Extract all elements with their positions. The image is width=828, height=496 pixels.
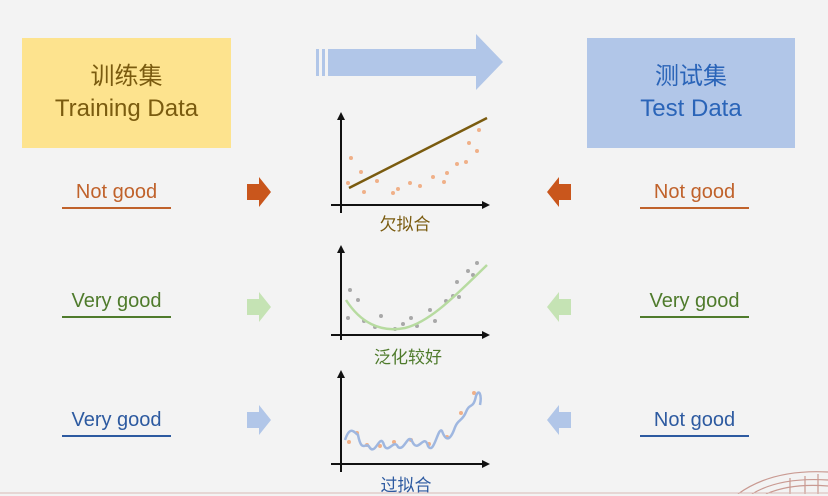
- left-arrow-icon: [547, 177, 571, 207]
- decorative-logo: [737, 471, 828, 494]
- training-data-title-cn: 训练集: [90, 63, 163, 90]
- row1-test-label: Not good: [653, 181, 736, 203]
- row2-train-label: Very good: [71, 290, 162, 312]
- test-data-box: 测试集 Test Data: [587, 38, 795, 148]
- left-arrow-icon: [547, 292, 571, 322]
- training-data-box: 训练集 Training Data: [22, 38, 231, 148]
- right-arrow-icon: [247, 292, 271, 322]
- row3-train-label: Very good: [71, 409, 162, 431]
- row2-test-label: Very good: [649, 290, 740, 312]
- test-data-title-cn: 测试集: [655, 63, 727, 90]
- big-right-arrow-icon: [316, 34, 503, 90]
- training-data-title-en: Training Data: [54, 95, 199, 122]
- overfit-caption: 过拟合: [380, 476, 432, 495]
- underfit-plot: [331, 112, 490, 213]
- overfit-plot: [331, 370, 490, 472]
- right-arrow-icon: [247, 405, 271, 435]
- good-fit-caption: 泛化较好: [374, 348, 442, 367]
- left-arrow-icon: [547, 405, 571, 435]
- underfit-caption: 欠拟合: [379, 215, 431, 234]
- right-arrow-icon: [247, 177, 271, 207]
- row1-train-label: Not good: [75, 181, 158, 203]
- row3-test-label: Not good: [653, 409, 736, 431]
- good-fit-plot: [331, 245, 490, 340]
- test-data-title-en: Test Data: [640, 95, 742, 122]
